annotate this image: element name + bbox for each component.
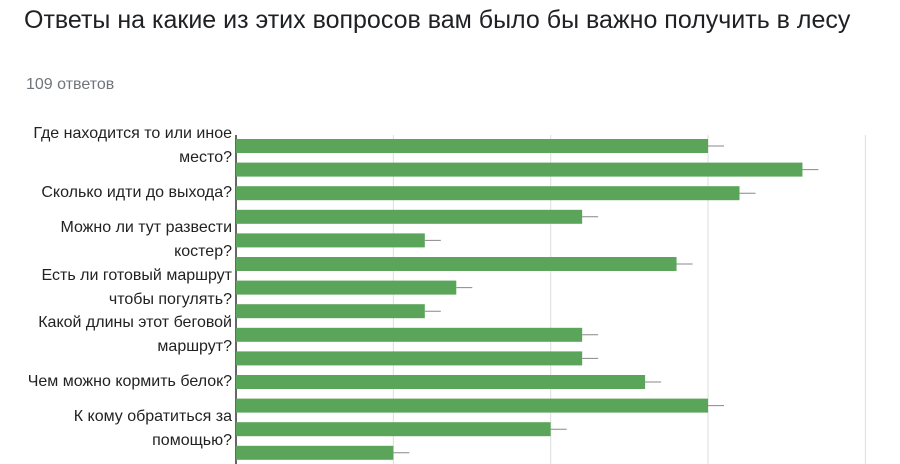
- bar: [236, 162, 803, 177]
- bar: [236, 209, 583, 224]
- bar: [236, 186, 740, 201]
- bar: [236, 445, 394, 460]
- bar: [236, 304, 425, 319]
- title: Ответы на какие из этих вопросов вам был…: [24, 6, 851, 34]
- category-label: К кому обратиться за помощью?: [73, 408, 232, 450]
- bar: [236, 280, 457, 295]
- category-label: Где находится то или иное место?: [33, 125, 232, 166]
- bar: [236, 327, 583, 342]
- category-label: Сколько идти до выхода?: [41, 184, 232, 202]
- bar: [236, 351, 583, 366]
- response-count: 109 ответов: [26, 76, 115, 93]
- bar: [236, 422, 551, 437]
- category-label: Можно ли тут развести костер?: [60, 219, 232, 261]
- category-label: Есть ли готовый маршрут чтобы погулять?: [41, 266, 232, 308]
- bar: [236, 233, 425, 248]
- bar: [236, 257, 677, 271]
- bar: [236, 375, 646, 389]
- bar: [236, 139, 709, 153]
- bar: [236, 398, 709, 413]
- category-label: Чем можно кормить белок?: [27, 373, 232, 390]
- category-label: Какой длины этот беговой маршрут?: [38, 313, 232, 355]
